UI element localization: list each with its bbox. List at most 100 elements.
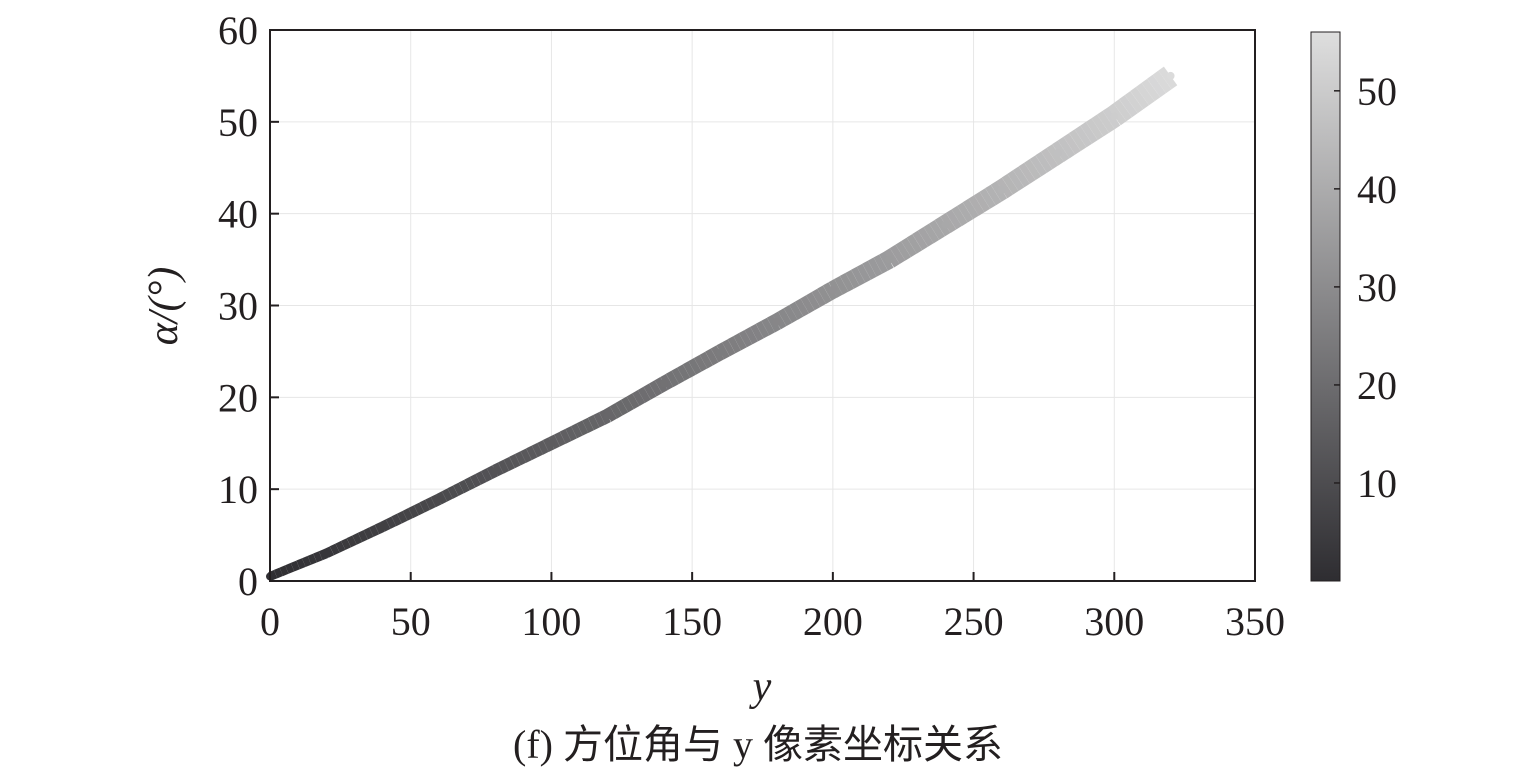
data-point: [1054, 149, 1062, 158]
colorbar-tick-label: 40: [1357, 167, 1397, 212]
data-band-segment: [1035, 151, 1053, 173]
data-band-segment: [1007, 170, 1025, 192]
data-band-segment: [671, 367, 685, 385]
x-axis: 0 50 100 150 200 250 300 350: [260, 572, 1285, 644]
data-band-segment: [301, 555, 312, 568]
data-band-segment: [1119, 95, 1138, 118]
data-band-segment: [296, 558, 306, 570]
data-band-segment: [582, 417, 594, 433]
data-band-segment: [1012, 166, 1030, 188]
data-band-segment: [811, 288, 826, 308]
data-band-segment: [385, 516, 397, 529]
data-band-segment: [1124, 91, 1144, 114]
colorbar-gradient: [1310, 31, 1341, 582]
data-band-segment: [637, 386, 651, 403]
y-axis-label: α/(°): [141, 267, 187, 345]
data-band-segment: [705, 348, 719, 366]
x-tick-label: 350: [1225, 599, 1285, 644]
data-band-segment: [789, 301, 804, 320]
data-band-segment: [839, 272, 854, 292]
data-band-segment: [1029, 155, 1047, 177]
data-band-segment: [273, 567, 283, 579]
data-band-segment: [867, 257, 883, 277]
plot-area: 0 50 100 150 200 250 300 350 0 10 20 30 40 50 60: [218, 8, 1285, 644]
data-band-segment: [834, 275, 849, 295]
colorbar-tick-label: 50: [1357, 69, 1397, 114]
data-band-segment: [962, 198, 979, 220]
data-band-segment: [1074, 125, 1093, 148]
data-band-segment: [957, 202, 974, 223]
data-band-segment: [464, 476, 476, 491]
data-point: [716, 348, 725, 357]
data-band-segment: [554, 431, 566, 447]
data-point: [885, 255, 894, 264]
data-band-segment: [341, 538, 351, 551]
data-band-segment: [761, 317, 775, 336]
data-point: [1110, 112, 1119, 121]
colorbar-ticks: 10 20 30 40 50: [1334, 69, 1397, 506]
data-band-segment: [1141, 78, 1161, 102]
x-tick-label: 100: [521, 599, 581, 644]
data-band-segment: [755, 320, 770, 339]
data-band-segment: [862, 260, 877, 280]
data-band-segment: [665, 370, 679, 388]
data-band-segment: [806, 291, 821, 311]
data-band-segment: [1080, 121, 1098, 144]
data-band-segment: [973, 191, 991, 213]
data-band-segment: [738, 329, 753, 348]
data-band-segment: [352, 532, 363, 545]
data-band-segment: [307, 553, 317, 565]
y-tick-label: 30: [218, 284, 258, 329]
data-band-segment: [1057, 136, 1076, 159]
data-band-segment: [441, 488, 453, 502]
data-band-segment: [1097, 110, 1115, 133]
data-band-segment: [1024, 159, 1042, 181]
data-band-segment: [357, 530, 368, 543]
y-tick-label: 0: [238, 559, 258, 604]
data-band-segment: [1135, 82, 1155, 106]
data-band-segment: [329, 543, 340, 556]
data-band-segment: [929, 219, 945, 240]
data-band-segment: [313, 551, 323, 563]
colorbar-tick-label: 10: [1357, 461, 1397, 506]
data-band-segment: [391, 513, 402, 527]
data-band-segment: [481, 468, 493, 482]
data-point: [322, 549, 331, 558]
colorbar-tick-label: 20: [1357, 363, 1397, 408]
figure-caption: (f) 方位角与 y 像素坐标关系: [513, 722, 1003, 767]
y-tick-label: 20: [218, 375, 258, 420]
data-band-segment: [777, 308, 793, 327]
data-point: [660, 379, 668, 388]
data-band-segment: [985, 184, 1002, 206]
data-band-segment: [402, 508, 414, 521]
data-band-segment: [363, 527, 374, 540]
data-band-segment: [1113, 99, 1133, 122]
data-band-segment: [817, 285, 832, 304]
data-band-segment: [475, 471, 487, 485]
x-tick-label: 250: [944, 599, 1004, 644]
data-point: [772, 318, 781, 327]
y-tick-label: 60: [218, 8, 258, 53]
data-band-segment: [699, 351, 713, 369]
data-band-segment: [677, 364, 691, 381]
x-tick-label: 0: [260, 599, 280, 644]
data-band-segment: [526, 445, 538, 461]
data-band-segment: [520, 448, 532, 463]
data-band-segment: [873, 254, 888, 274]
data-band-segment: [923, 223, 940, 244]
x-axis-label: y: [749, 664, 772, 710]
data-band-segment: [285, 562, 295, 574]
data-series: [266, 66, 1178, 581]
data-point: [1166, 71, 1175, 80]
data-point: [491, 466, 500, 475]
data-band-segment: [1147, 74, 1166, 98]
data-band-segment: [968, 195, 985, 216]
data-band-segment: [290, 560, 300, 572]
colorbar: 10 20 30 40 50: [1310, 31, 1397, 582]
data-band-segment: [895, 241, 911, 261]
x-tick-label: 200: [803, 599, 863, 644]
data-band-segment: [503, 456, 515, 471]
x-tick-label: 50: [391, 599, 431, 644]
data-band-segment: [419, 499, 431, 513]
